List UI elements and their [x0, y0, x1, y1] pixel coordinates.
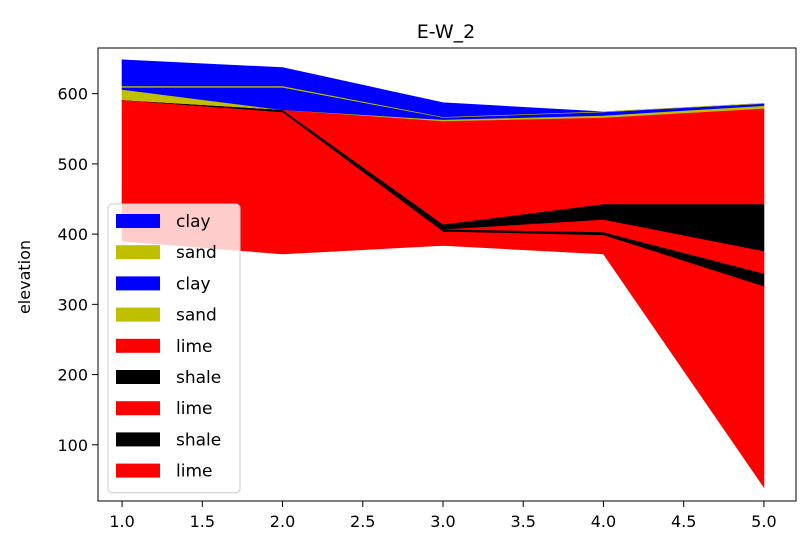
x-tick-label: 3.5 — [510, 512, 535, 531]
x-tick-label: 1.0 — [109, 512, 134, 531]
legend-box — [107, 203, 241, 494]
legend-label-clay: clay — [176, 274, 211, 294]
legend-swatch-clay — [116, 214, 160, 228]
x-axis: 1.0 1.5 2.0 2.5 3.0 3.5 4.0 4.5 5.0 — [109, 501, 777, 531]
legend-label-shale: shale — [176, 430, 221, 450]
legend-label-clay: clay — [176, 212, 211, 232]
y-axis: 100 200 300 400 500 600 — [57, 85, 98, 455]
x-tick-label: 2.5 — [350, 512, 375, 531]
y-tick-label: 400 — [57, 225, 88, 244]
legend-swatch-clay — [116, 276, 160, 291]
legend-label-sand: sand — [176, 243, 217, 263]
legend-label-lime: lime — [176, 337, 212, 357]
y-tick-label: 200 — [57, 366, 88, 385]
legend-label-lime: lime — [176, 462, 212, 482]
legend-swatch-lime — [116, 401, 160, 416]
y-tick-label: 300 — [57, 295, 88, 314]
legend-label-shale: shale — [176, 368, 221, 388]
chart-title: E-W_2 — [417, 21, 475, 43]
x-tick-label: 3.0 — [430, 512, 455, 531]
legend-label-sand: sand — [176, 306, 217, 326]
y-tick-label: 500 — [57, 155, 88, 174]
legend-swatch-shale — [116, 370, 160, 384]
x-tick-label: 5.0 — [751, 512, 776, 531]
area-layers — [121, 59, 765, 489]
legend-swatch-lime — [116, 338, 160, 353]
x-tick-label: 4.5 — [671, 512, 696, 531]
legend-swatch-lime — [116, 463, 160, 478]
x-tick-label: 2.0 — [270, 512, 295, 531]
y-tick-label: 100 — [57, 436, 88, 455]
legend-label-lime: lime — [176, 399, 212, 419]
legend-swatch-shale — [116, 432, 160, 447]
legend-swatch-sand — [116, 245, 160, 260]
y-tick-label: 600 — [57, 85, 88, 104]
legend: clay sand clay sand lime shale lime shale lime — [107, 203, 241, 494]
x-tick-label: 1.5 — [190, 512, 215, 531]
x-tick-label: 4.0 — [591, 512, 616, 531]
plot-frame — [97, 47, 797, 502]
legend-swatch-sand — [116, 307, 160, 322]
y-axis-label: elevation — [15, 240, 34, 314]
